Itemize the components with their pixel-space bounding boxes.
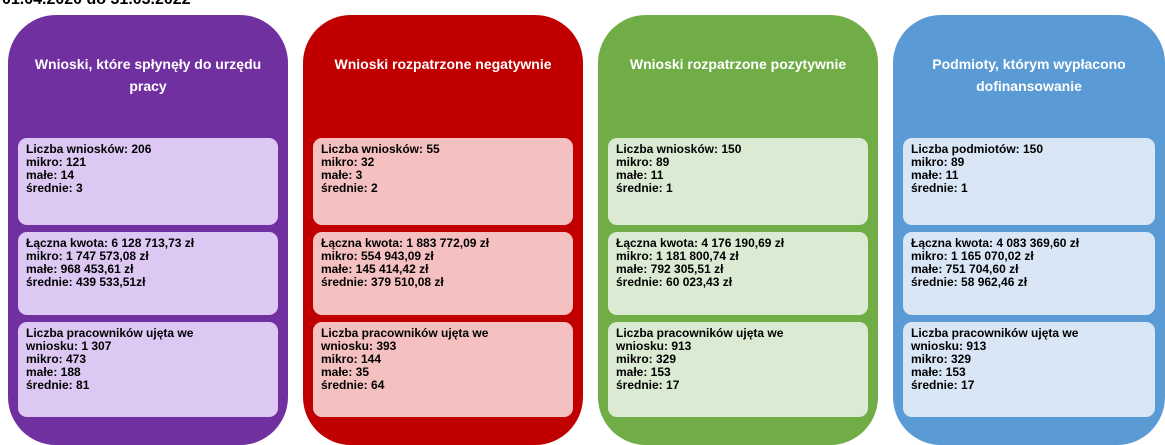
info-line: średnie: 2 [321, 181, 378, 195]
info-line: mikro: 89 [911, 155, 965, 169]
info-line: małe: 153 [911, 365, 966, 379]
info-line: Liczba pracowników ujęta we [321, 326, 489, 340]
info-line: średnie: 58 962,46 zł [911, 275, 1028, 289]
info-box: Liczba podmiotów: 150 mikro: 89 małe: 11 śr… [903, 138, 1155, 225]
info-line: Łączna kwota: 4 176 190,69 zł [616, 236, 785, 250]
info-line: średnie: 64 [321, 378, 385, 392]
info-line: średnie: 81 [26, 378, 90, 392]
info-line: małe: 153 [616, 365, 671, 379]
info-line: wniosku: 393 [321, 339, 397, 353]
column-title: Wnioski rozpatrzone negatywnie [334, 56, 552, 72]
info-line: małe: 14 [26, 168, 75, 182]
info-box: Łączna kwota: 4 176 190,69 zł mikro: 1 18… [608, 232, 868, 315]
info-box: Liczba pracowników ujęta we wniosku: 1 30… [18, 322, 278, 417]
info-line: małe: 968 453,61 zł [26, 262, 134, 276]
info-line: Liczba wniosków: 150 [616, 142, 742, 156]
info-line: małe: 188 [26, 365, 81, 379]
info-line: wniosku: 1 307 [26, 339, 112, 353]
info-line: mikro: 329 [911, 352, 972, 366]
info-line: małe: 751 704,60 zł [911, 262, 1019, 276]
column: Wnioski, które spłynęły do urzędu pracy L… [8, 15, 288, 445]
info-line: małe: 11 [911, 168, 959, 182]
column-title: Wnioski, które spłynęły do urzędu pracy [34, 56, 262, 94]
column: Podmioty, którym wypłacono dofinansowani… [893, 15, 1165, 445]
info-box: Liczba pracowników ujęta we wniosku: 393 m… [313, 322, 573, 417]
info-line: mikro: 89 [616, 155, 670, 169]
info-line: małe: 11 [616, 168, 664, 182]
info-line: wniosku: 913 [911, 339, 987, 353]
info-box: Łączna kwota: 1 883 772,09 zł mikro: 554 … [313, 232, 573, 315]
info-line: Łączna kwota: 6 128 713,73 zł [26, 236, 195, 250]
info-line: mikro: 1 181 800,74 zł [616, 249, 739, 263]
info-line: mikro: 329 [616, 352, 677, 366]
info-line: mikro: 1 747 573,08 zł [26, 249, 149, 263]
info-line: średnie: 17 [616, 378, 680, 392]
info-line: małe: 145 414,42 zł [321, 262, 429, 276]
info-line: małe: 792 305,51 zł [616, 262, 724, 276]
info-line: wniosku: 913 [616, 339, 692, 353]
info-line: Liczba pracowników ujęta we [911, 326, 1079, 340]
info-line: Liczba podmiotów: 150 [911, 142, 1044, 156]
info-box: Liczba pracowników ujęta we wniosku: 913 m… [608, 322, 868, 417]
info-line: mikro: 32 [321, 155, 375, 169]
header-title: 01.04.2020 do 31.03.2022 [2, 0, 191, 9]
column-title: Podmioty, którym wypłacono dofinansowani… [932, 56, 1126, 94]
info-line: średnie: 60 023,43 zł [616, 275, 733, 289]
info-line: średnie: 3 [26, 181, 83, 195]
info-line: średnie: 1 [911, 181, 968, 195]
info-line: średnie: 1 [616, 181, 673, 195]
info-line: Liczba wniosków: 206 [26, 142, 152, 156]
info-line: małe: 35 [321, 365, 370, 379]
info-line: średnie: 379 510,08 zł [321, 275, 444, 289]
info-line: mikro: 144 [321, 352, 382, 366]
info-box: Liczba wniosków: 150 mikro: 89 małe: 11 śre… [608, 138, 868, 225]
info-box: Łączna kwota: 6 128 713,73 zł mikro: 1 74… [18, 232, 278, 315]
info-line: Liczba pracowników ujęta we [616, 326, 784, 340]
info-box: Liczba wniosków: 206 mikro: 121 małe: 14 śr… [18, 138, 278, 225]
column: Wnioski rozpatrzone pozytywnie Liczba wni… [598, 15, 878, 445]
info-line: mikro: 554 943,09 zł [321, 249, 434, 263]
column-title: Wnioski rozpatrzone pozytywnie [629, 56, 847, 72]
info-line: małe: 3 [321, 168, 363, 182]
info-line: Liczba pracowników ujęta we [26, 326, 194, 340]
column: Wnioski rozpatrzone negatywnie Liczba wni… [303, 15, 583, 445]
info-line: mikro: 1 165 070,02 zł [911, 249, 1034, 263]
info-box: Łączna kwota: 4 083 369,60 zł mikro: 1 16… [903, 232, 1155, 315]
info-line: Łączna kwota: 4 083 369,60 zł [911, 236, 1080, 250]
info-line: mikro: 121 [26, 155, 87, 169]
info-line: Liczba wniosków: 55 [321, 142, 440, 156]
info-line: Łączna kwota: 1 883 772,09 zł [321, 236, 490, 250]
info-line: średnie: 439 533,51zł [26, 275, 146, 289]
info-line: średnie: 17 [911, 378, 975, 392]
info-line: mikro: 473 [26, 352, 87, 366]
info-box: Liczba wniosków: 55 mikro: 32 małe: 3 średn… [313, 138, 573, 225]
info-box: Liczba pracowników ujęta we wniosku: 913 m… [903, 322, 1155, 417]
